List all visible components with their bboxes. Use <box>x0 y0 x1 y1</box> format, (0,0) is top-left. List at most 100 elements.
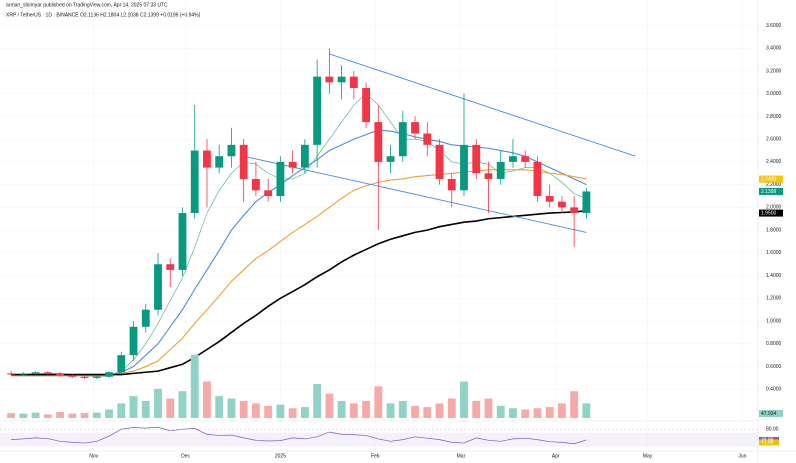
volume-bar <box>288 408 297 418</box>
volume-bar <box>313 383 322 418</box>
volume-bar <box>521 409 530 418</box>
y-tick-label: 3.0000 <box>766 91 782 97</box>
rsi-band <box>0 432 758 447</box>
y-tick-label: 0.4000 <box>766 387 782 393</box>
candle-body <box>43 372 52 374</box>
x-tick-label: Jun <box>738 453 746 459</box>
x-tick-label: May <box>643 453 653 459</box>
volume-bar <box>276 404 285 418</box>
volume-bar <box>337 400 346 418</box>
y-tick-label: 3.2000 <box>766 68 782 74</box>
candle-body <box>252 178 260 191</box>
y-tick-label: 1.6000 <box>766 250 782 256</box>
x-tick-label: 2025 <box>275 453 286 459</box>
candle-body <box>276 161 285 197</box>
price-tag-label: 2.2489 <box>761 176 777 182</box>
price-tag <box>759 187 783 195</box>
volume-bar <box>349 403 358 418</box>
y-tick-label: 2.0000 <box>766 205 782 211</box>
volume-bar <box>7 413 16 418</box>
volume-bar <box>80 413 89 418</box>
volume-bar <box>68 413 77 418</box>
y-tick-label: 1.8000 <box>766 227 782 233</box>
price-tag <box>759 175 783 183</box>
volume-bar <box>484 398 493 418</box>
candle-body <box>203 150 211 168</box>
candle-body <box>227 144 236 157</box>
volume-bar <box>374 386 383 418</box>
volume-bar <box>423 407 432 418</box>
y-tick-label: 2.2000 <box>766 182 782 188</box>
candle-body <box>105 372 113 377</box>
rsi-tick-label: 80.00 <box>766 427 779 433</box>
candle-body <box>264 190 273 197</box>
volume-bar <box>227 398 236 418</box>
volume-bar <box>117 403 126 418</box>
candle-body <box>117 355 126 373</box>
candle-body <box>288 161 297 168</box>
volume-bar <box>398 400 407 418</box>
volume-bar <box>582 403 591 418</box>
volume-bar <box>496 405 505 418</box>
rsi-tag-label: 41.88 <box>761 440 774 446</box>
volume-bar <box>239 400 248 418</box>
volume-bar <box>472 400 481 418</box>
candle-body <box>68 375 77 377</box>
candle-body <box>154 264 162 310</box>
candle-body <box>362 88 370 123</box>
volume-bar <box>215 396 224 418</box>
volume-bar <box>300 407 309 418</box>
candle-body <box>349 76 358 88</box>
volume-bar <box>92 412 101 418</box>
volume-bar <box>264 405 273 418</box>
price-tag-label: 2.1399 <box>761 189 777 195</box>
candle-body <box>484 173 493 179</box>
y-tick-label: 3.4000 <box>766 46 782 52</box>
volume-bar <box>509 408 517 418</box>
volume-bar <box>154 388 162 418</box>
y-tick-label: 0.8000 <box>766 341 782 347</box>
candle-body <box>472 144 481 174</box>
volume-tag <box>759 410 783 417</box>
volume-bar <box>252 403 260 418</box>
candle-body <box>521 156 530 162</box>
y-tick-label: 2.6000 <box>766 136 782 142</box>
volume-tag-label: 47.934 <box>761 411 777 417</box>
y-tick-label: 1.0000 <box>766 318 782 324</box>
candle-body <box>411 122 419 134</box>
candle-body <box>178 213 187 270</box>
volume-bar <box>43 414 52 418</box>
volume-bar <box>558 403 566 418</box>
price-tag-label: 1.9500 <box>761 210 777 216</box>
symbol-line: XRP / TetherUS · 1D · BINANCE O2.1196 H2… <box>6 12 201 18</box>
candle-body <box>558 201 566 208</box>
y-tick-label: 2.8000 <box>766 114 782 120</box>
volume-bar <box>190 354 199 418</box>
candle-body <box>92 376 101 378</box>
candle-body <box>496 161 505 179</box>
candle-body <box>325 76 334 83</box>
price-tag <box>759 209 783 217</box>
x-tick-label: Feb <box>371 453 380 459</box>
trendline <box>329 53 636 157</box>
candle-body <box>19 373 28 375</box>
candle-body <box>129 326 138 356</box>
candle-body <box>337 76 346 83</box>
volume-bar <box>178 391 187 418</box>
volume-bar <box>545 407 554 418</box>
volume-bar <box>166 398 175 418</box>
candle-body <box>423 133 432 145</box>
volume-bar <box>362 400 370 418</box>
candle-body <box>80 376 89 378</box>
candle-body <box>435 144 444 179</box>
x-tick-label: Nov <box>89 453 98 459</box>
x-tick-label: Dec <box>181 453 190 459</box>
candle-body <box>300 144 309 168</box>
candle-body <box>447 178 456 191</box>
y-tick-label: 2.4000 <box>766 159 782 165</box>
y-tick-label: 1.2000 <box>766 296 782 302</box>
volume-bar <box>56 411 64 418</box>
volume-bar <box>31 412 40 418</box>
